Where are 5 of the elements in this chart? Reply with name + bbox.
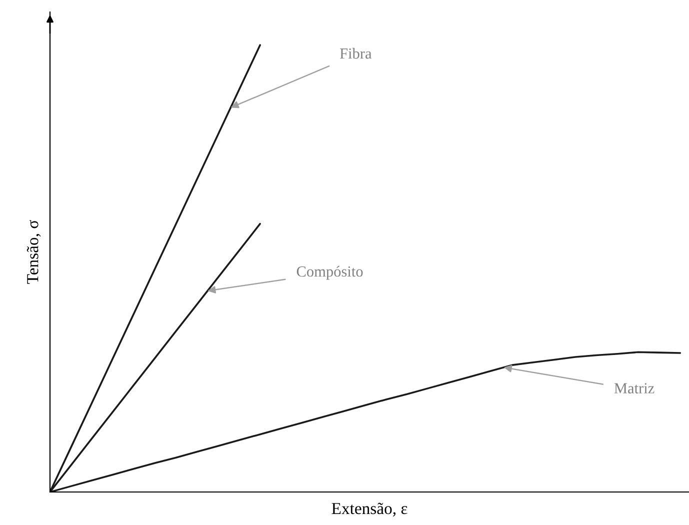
y-axis-title: Tensão, σ [26,220,41,284]
annotation: Matriz [614,383,654,394]
annotation: Fibra [340,48,372,59]
annotation: Compósito [296,266,363,280]
x-axis-title: Extensão, ε [332,502,408,517]
